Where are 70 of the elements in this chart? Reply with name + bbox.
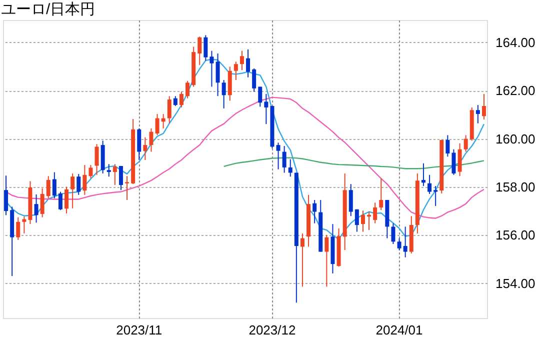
candlestick — [482, 93, 486, 120]
y-tick-label: 164.00 — [496, 34, 536, 50]
candlestick — [155, 113, 160, 136]
candlestick — [458, 142, 462, 177]
candlestick — [16, 216, 20, 240]
candlestick — [137, 128, 142, 160]
candlestick — [373, 202, 378, 224]
candlestick — [258, 86, 262, 108]
candlestick — [52, 172, 56, 199]
candlestick — [210, 50, 214, 88]
candlestick — [46, 176, 50, 199]
x-tick-label: 2023/12 — [248, 322, 296, 338]
candlestick — [312, 199, 317, 224]
candlestick — [360, 210, 365, 232]
candlestick — [88, 164, 93, 179]
candlestick — [264, 93, 268, 125]
candlestick — [64, 186, 69, 214]
y-tick-label: 156.00 — [496, 228, 536, 243]
candlestick — [112, 164, 117, 186]
candlestick — [434, 185, 438, 206]
chart-title: ユーロ/日本円 — [1, 1, 96, 18]
candlestick — [118, 165, 123, 191]
candlestick — [198, 36, 202, 66]
y-tick-label: 154.00 — [496, 276, 536, 291]
candlestick — [348, 184, 353, 217]
candlestick — [70, 172, 75, 209]
candlestick — [186, 80, 190, 99]
candlestick — [476, 104, 480, 124]
candlestick — [391, 222, 396, 245]
candlestick — [216, 52, 220, 97]
candlestick — [452, 148, 456, 176]
candlestick — [397, 238, 402, 251]
candlestick — [143, 136, 148, 160]
candlestick — [149, 128, 154, 152]
candlestick — [76, 173, 81, 196]
candlestick — [40, 188, 44, 218]
x-tick-label: 2023/11 — [116, 322, 162, 338]
candlestick — [240, 50, 244, 71]
candlestick — [22, 216, 26, 234]
candlestick — [167, 96, 172, 124]
y-tick-label: 158.00 — [496, 179, 536, 194]
candlestick — [179, 91, 184, 108]
candlestick — [4, 175, 8, 216]
candlestick — [379, 178, 384, 211]
candlestick — [464, 134, 468, 152]
candlestick — [94, 144, 99, 176]
candlestick — [58, 191, 62, 211]
candlestick — [288, 158, 292, 178]
x-tick-label: 2024/01 — [376, 322, 423, 338]
candlestick — [204, 34, 208, 62]
candlestick — [300, 232, 304, 288]
candlestick — [428, 174, 432, 194]
candlestick — [276, 142, 280, 170]
candlestick — [324, 234, 329, 288]
candlestick — [421, 162, 426, 186]
candlestick — [354, 208, 359, 232]
candlestick — [34, 194, 38, 224]
candlestick — [252, 68, 256, 92]
candlestick — [173, 96, 178, 107]
candlestick — [106, 164, 111, 178]
candlestick — [403, 226, 408, 258]
candlestick — [125, 176, 130, 200]
candlestick — [446, 134, 450, 158]
candlestick — [234, 61, 238, 80]
candlestick — [82, 164, 87, 196]
y-tick-label: 160.00 — [496, 131, 536, 146]
y-tick-label: 162.00 — [496, 83, 536, 98]
candlestick — [246, 48, 250, 78]
candlestick — [282, 145, 286, 174]
candlestick — [222, 79, 226, 109]
